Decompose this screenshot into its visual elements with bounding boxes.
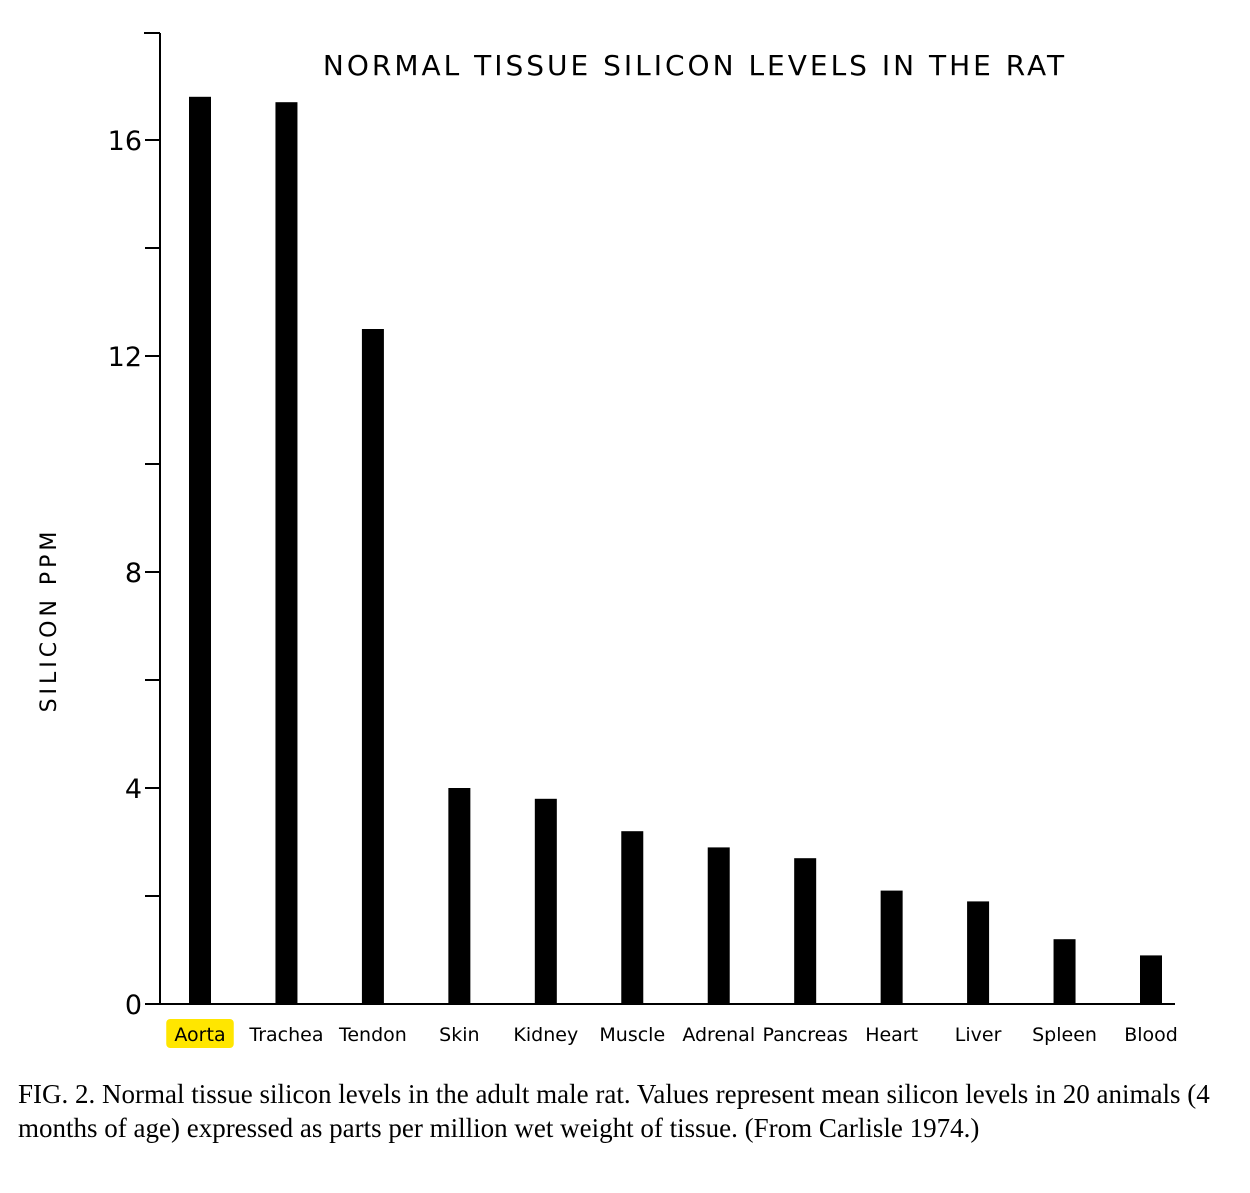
- figure-caption: FIG. 2. Normal tissue silicon levels in …: [18, 1079, 1210, 1143]
- bar-chart: NORMAL TISSUE SILICON LEVELS IN THE RAT …: [37, 32, 1178, 1048]
- category-label-adrenal: Adrenal: [682, 1024, 755, 1046]
- bar-trachea: [275, 102, 298, 1004]
- bar-adrenal: [707, 847, 730, 1004]
- y-tick-label: 0: [125, 990, 142, 1021]
- bar-tendon: [361, 329, 384, 1004]
- y-tick-label: 12: [108, 342, 142, 373]
- category-label-aorta: Aorta: [174, 1024, 225, 1046]
- bar-pancreas: [794, 858, 817, 1004]
- y-tick-label: 16: [108, 126, 142, 157]
- y-axis-label: SILICON PPM: [37, 528, 62, 713]
- bar-liver: [967, 901, 990, 1004]
- bar-muscle: [621, 831, 644, 1004]
- bar-skin: [448, 788, 471, 1004]
- category-label-highlight: [166, 1019, 234, 1048]
- category-label-kidney: Kidney: [513, 1024, 578, 1046]
- y-tick-label: 8: [125, 558, 142, 589]
- category-labels: Aorta Trachea Tendon Skin Kidney Muscle Adrena…: [166, 1019, 1178, 1048]
- bars: [189, 96, 1162, 1005]
- category-label-trachea: Trachea: [248, 1024, 323, 1046]
- category-label-skin: Skin: [439, 1024, 479, 1046]
- chart-title: NORMAL TISSUE SILICON LEVELS IN THE RAT: [323, 49, 1067, 82]
- bar-blood: [1140, 955, 1162, 1004]
- category-label-heart: Heart: [865, 1024, 918, 1046]
- category-label-liver: Liver: [955, 1024, 1002, 1046]
- bar-heart: [880, 890, 903, 1004]
- axes: 0 4 8 12 16: [108, 32, 1175, 1021]
- category-label-blood: Blood: [1124, 1024, 1178, 1046]
- category-label-tendon: Tendon: [338, 1024, 407, 1046]
- y-tick-label: 4: [125, 774, 142, 805]
- category-label-muscle: Muscle: [599, 1024, 665, 1046]
- bar-aorta: [189, 96, 211, 1005]
- category-label-spleen: Spleen: [1032, 1024, 1097, 1046]
- bar-kidney: [534, 798, 557, 1004]
- bar-spleen: [1053, 939, 1076, 1004]
- category-label-pancreas: Pancreas: [762, 1024, 847, 1046]
